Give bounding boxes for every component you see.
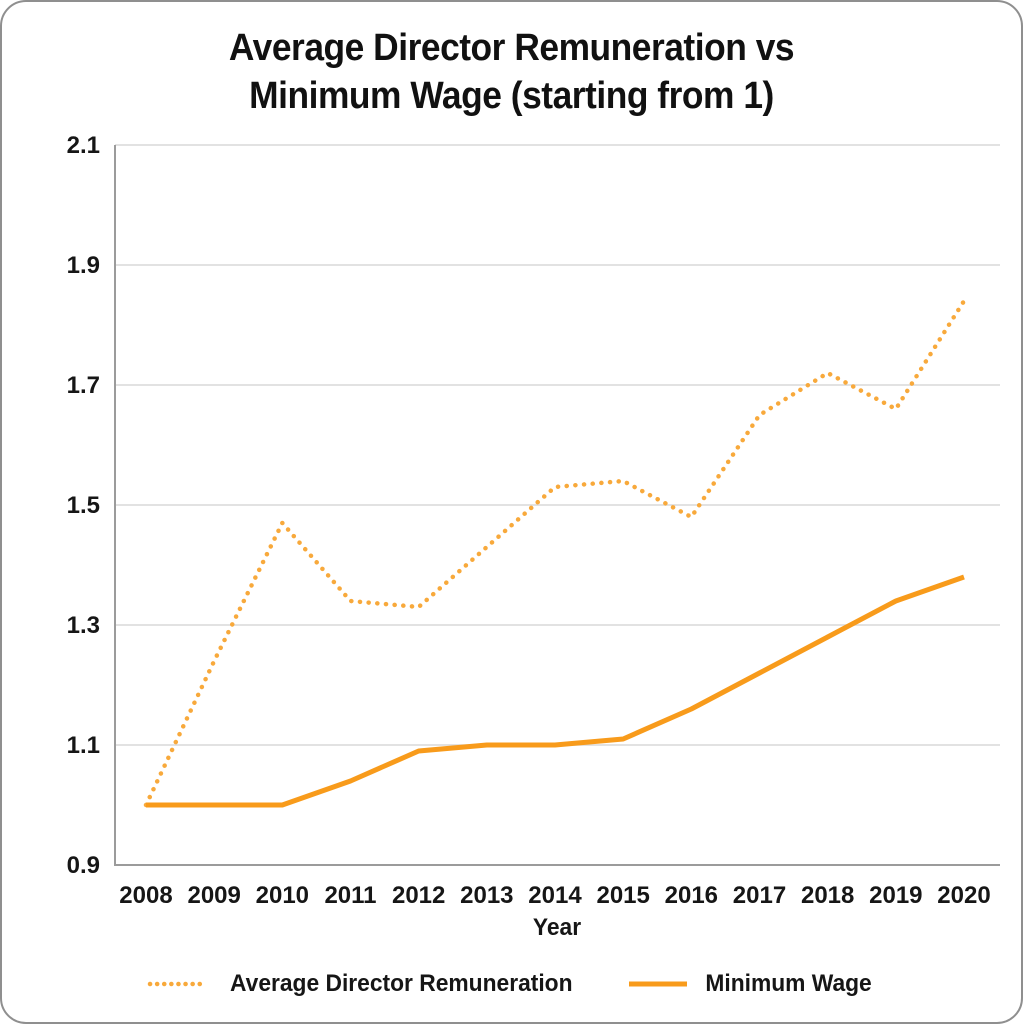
x-axis-title: Year (532, 914, 582, 941)
legend-label-director-remuneration: Average Director Remuneration (229, 970, 573, 997)
series-line-minimum-wage (146, 574, 965, 808)
y-tick-label: 1.1 (67, 732, 100, 759)
y-tick-label: 1.9 (67, 252, 100, 279)
y-tick-label: 0.9 (67, 852, 100, 879)
x-tick-label: 2009 (187, 882, 240, 909)
x-tick-label: 2008 (119, 882, 172, 909)
x-tick-label: 2020 (937, 882, 990, 909)
chart-title-line2: Minimum Wage (starting from 1) (249, 75, 774, 117)
y-tick-label: 1.3 (67, 612, 100, 639)
x-tick-label: 2017 (733, 882, 786, 909)
chart-title: Average Director Remuneration vs Minimum… (38, 24, 986, 120)
x-tick-label: 2018 (801, 882, 854, 909)
x-tick-label: 2011 (324, 882, 376, 909)
x-tick-label: 2012 (392, 882, 445, 909)
dotted-line-swatch-icon (147, 981, 208, 987)
y-tick-label: 1.5 (67, 492, 100, 519)
x-tick-label: 2014 (528, 882, 582, 909)
legend-label-minimum-wage: Minimum Wage (705, 970, 872, 997)
legend: Average Director Remuneration Minimum Wa… (2, 970, 1021, 998)
y-tick-label: 2.1 (67, 132, 100, 159)
x-tick-label: 2015 (596, 882, 649, 909)
x-tick-label: 2010 (256, 882, 309, 909)
legend-item-director-remuneration: Average Director Remuneration (147, 970, 582, 998)
series-line-director-remuneration (143, 298, 967, 808)
x-tick-label: 2019 (869, 882, 922, 909)
solid-line-swatch-icon (629, 981, 688, 987)
x-tick-label: 2016 (665, 882, 718, 909)
chart-title-line1: Average Director Remuneration vs (228, 27, 795, 69)
y-tick-label: 1.7 (67, 372, 100, 399)
x-tick-label: 2013 (460, 882, 513, 909)
legend-item-minimum-wage: Minimum Wage (627, 970, 876, 998)
